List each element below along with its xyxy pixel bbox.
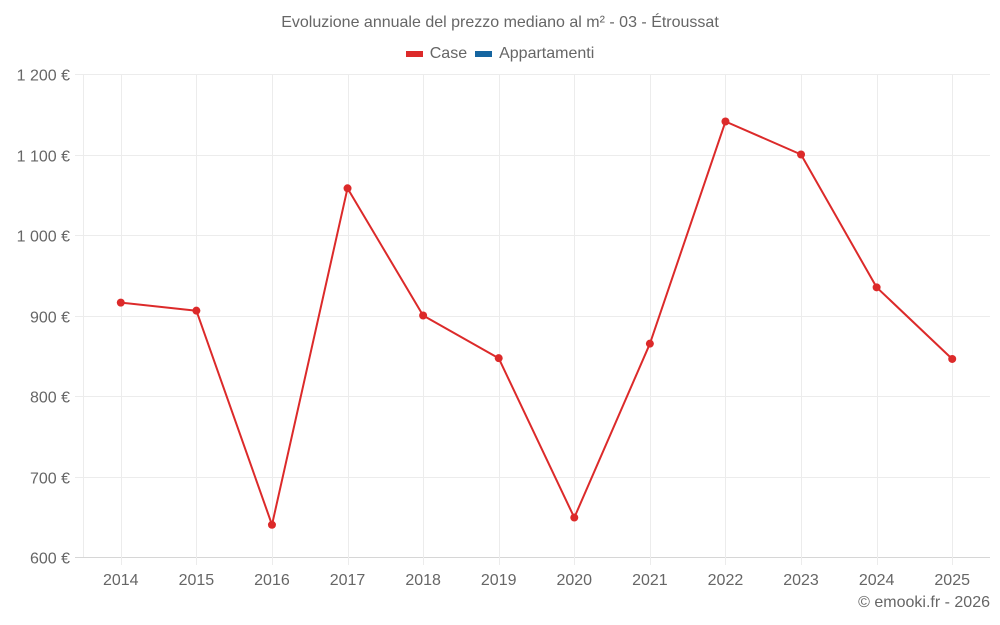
data-point[interactable] <box>872 283 881 292</box>
chart-title: Evoluzione annuale del prezzo mediano al… <box>281 14 719 31</box>
x-tick-label: 2016 <box>254 572 290 589</box>
x-tick-label: 2025 <box>934 572 970 589</box>
x-tick-label: 2020 <box>556 572 592 589</box>
legend-swatch-appartamenti <box>475 51 493 57</box>
credit: © emooki.fr - 2026 <box>858 594 990 611</box>
data-point[interactable] <box>494 354 503 363</box>
legend-label-case: Case <box>429 45 468 62</box>
legend-swatch-case <box>405 51 423 57</box>
y-tick-label: 1 000 € <box>17 229 70 246</box>
data-point[interactable] <box>419 311 428 320</box>
y-tick-label: 1 200 € <box>17 68 70 85</box>
legend-label-appartamenti: Appartamenti <box>499 45 595 62</box>
y-tick-label: 800 € <box>30 390 70 407</box>
x-tick-label: 2022 <box>708 572 744 589</box>
legend: Case Appartamenti <box>0 45 1000 63</box>
y-tick-label: 1 100 € <box>17 149 70 166</box>
data-point[interactable] <box>570 513 579 522</box>
data-point[interactable] <box>192 306 201 315</box>
y-tick-label: 600 € <box>30 551 70 568</box>
x-tick-label: 2018 <box>405 572 441 589</box>
data-point[interactable] <box>116 298 125 307</box>
x-tick-label: 2021 <box>632 572 668 589</box>
data-point[interactable] <box>721 117 730 126</box>
x-tick-label: 2019 <box>481 572 517 589</box>
y-axis: 600 € 700 € 800 € 900 € 1 000 € 1 100 € 1 200 … <box>17 68 70 568</box>
grid-lines <box>75 74 990 565</box>
x-tick-label: 2014 <box>103 572 139 589</box>
series-line-case <box>120 120 953 526</box>
data-point[interactable] <box>797 150 806 159</box>
x-axis: 2014 2015 2016 2017 2018 2019 2020 2021 2022 2023… <box>103 572 970 589</box>
x-tick-label: 2023 <box>783 572 819 589</box>
series-case <box>116 117 957 529</box>
data-point[interactable] <box>645 339 654 348</box>
legend-item-appartamenti[interactable]: Appartamenti <box>475 45 594 63</box>
data-point[interactable] <box>267 520 276 529</box>
x-tick-label: 2024 <box>859 572 895 589</box>
x-tick-label: 2015 <box>179 572 215 589</box>
data-point[interactable] <box>948 354 957 363</box>
data-point[interactable] <box>343 184 352 193</box>
y-tick-label: 900 € <box>30 310 70 327</box>
legend-item-case[interactable]: Case <box>405 45 468 63</box>
x-tick-label: 2017 <box>330 572 366 589</box>
y-tick-label: 700 € <box>30 471 70 488</box>
